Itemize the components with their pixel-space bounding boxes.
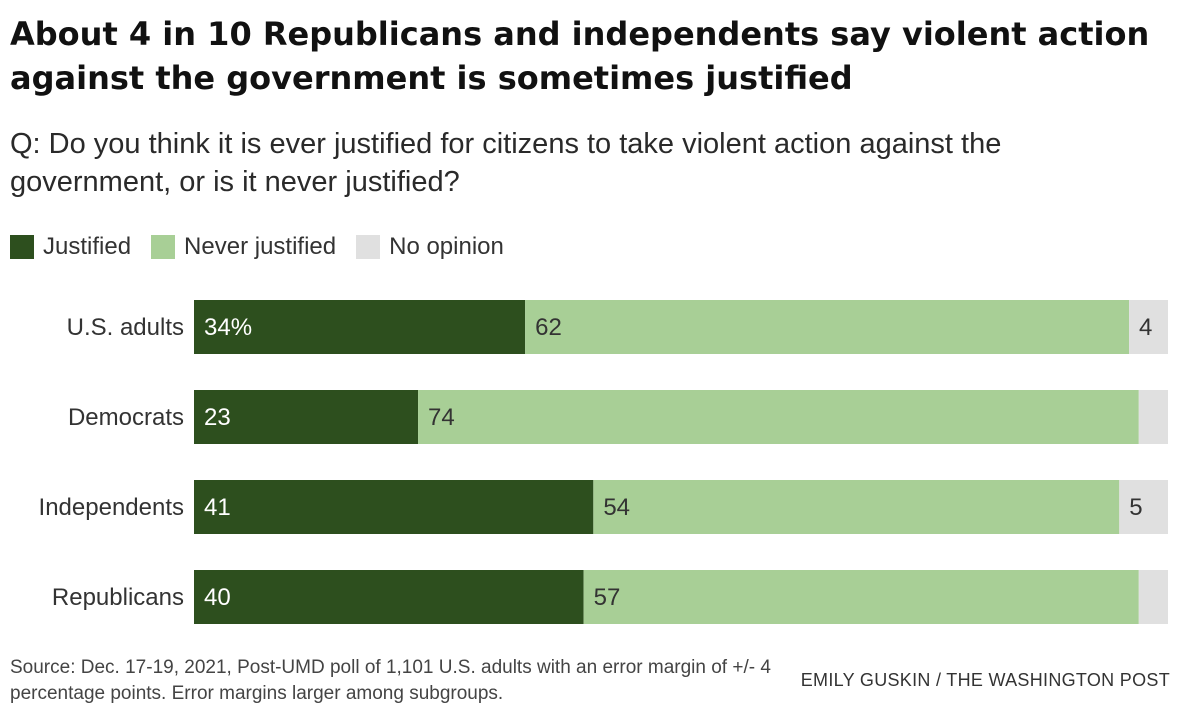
credit-line: EMILY GUSKIN / THE WASHINGTON POST (800, 670, 1170, 690)
legend-item-justified: Justified (10, 233, 131, 261)
bar-independents-justified (194, 480, 594, 534)
bar-independents-no-opinion (1119, 480, 1168, 534)
data-label-republicans-justified: 40 (204, 584, 231, 611)
data-label-u-s-adults-justified: 34% (204, 314, 252, 341)
data-label-independents-no-opinion: 5 (1129, 494, 1142, 521)
category-label-independents: Independents (39, 494, 184, 521)
bar-democrats-justified (194, 390, 419, 444)
data-label-independents-never-justified: 54 (603, 494, 630, 521)
data-label-independents-justified: 41 (204, 494, 231, 521)
legend: Justified Never justified No opinion (10, 232, 524, 262)
legend-swatch-justified (10, 235, 34, 259)
bar-democrats-no-opinion (1138, 390, 1168, 444)
bar-u-s-adults-no-opinion (1129, 300, 1168, 354)
source-note: Source: Dec. 17-19, 2021, Post-UMD poll … (10, 657, 771, 704)
legend-swatch-no-opinion (356, 235, 381, 259)
data-label-republicans-never-justified: 57 (594, 584, 621, 611)
data-label-u-s-adults-never-justified: 62 (535, 314, 562, 341)
category-label-u-s-adults: U.S. adults (67, 314, 184, 341)
bar-u-s-adults-never-justified (525, 300, 1130, 354)
data-label-democrats-justified: 23 (204, 404, 231, 431)
legend-swatch-never-justified (151, 235, 176, 259)
bar-republicans-no-opinion (1138, 570, 1168, 624)
bar-independents-never-justified (593, 480, 1120, 534)
legend-label-no-opinion: No opinion (389, 233, 504, 260)
bar-democrats-never-justified (418, 390, 1139, 444)
stacked-bar-chart: U.S. adults 34% 62 4 Democrats 23 74 Independen… (39, 300, 1168, 624)
chart-title: About 4 in 10 Republicans and independen… (10, 15, 1150, 97)
legend-item-never-justified: Never justified (151, 233, 336, 261)
survey-question: Q: Do you think it is ever justified for… (10, 128, 1002, 198)
data-label-u-s-adults-no-opinion: 4 (1139, 314, 1152, 341)
legend-item-no-opinion: No opinion (356, 233, 504, 261)
data-label-democrats-never-justified: 74 (428, 404, 455, 431)
category-label-democrats: Democrats (68, 404, 184, 431)
legend-label-never-justified: Never justified (184, 233, 337, 260)
bar-u-s-adults-justified (194, 300, 526, 354)
bar-republicans-never-justified (583, 570, 1139, 624)
legend-label-justified: Justified (43, 233, 132, 260)
bar-republicans-justified (194, 570, 584, 624)
category-label-republicans: Republicans (52, 584, 184, 611)
